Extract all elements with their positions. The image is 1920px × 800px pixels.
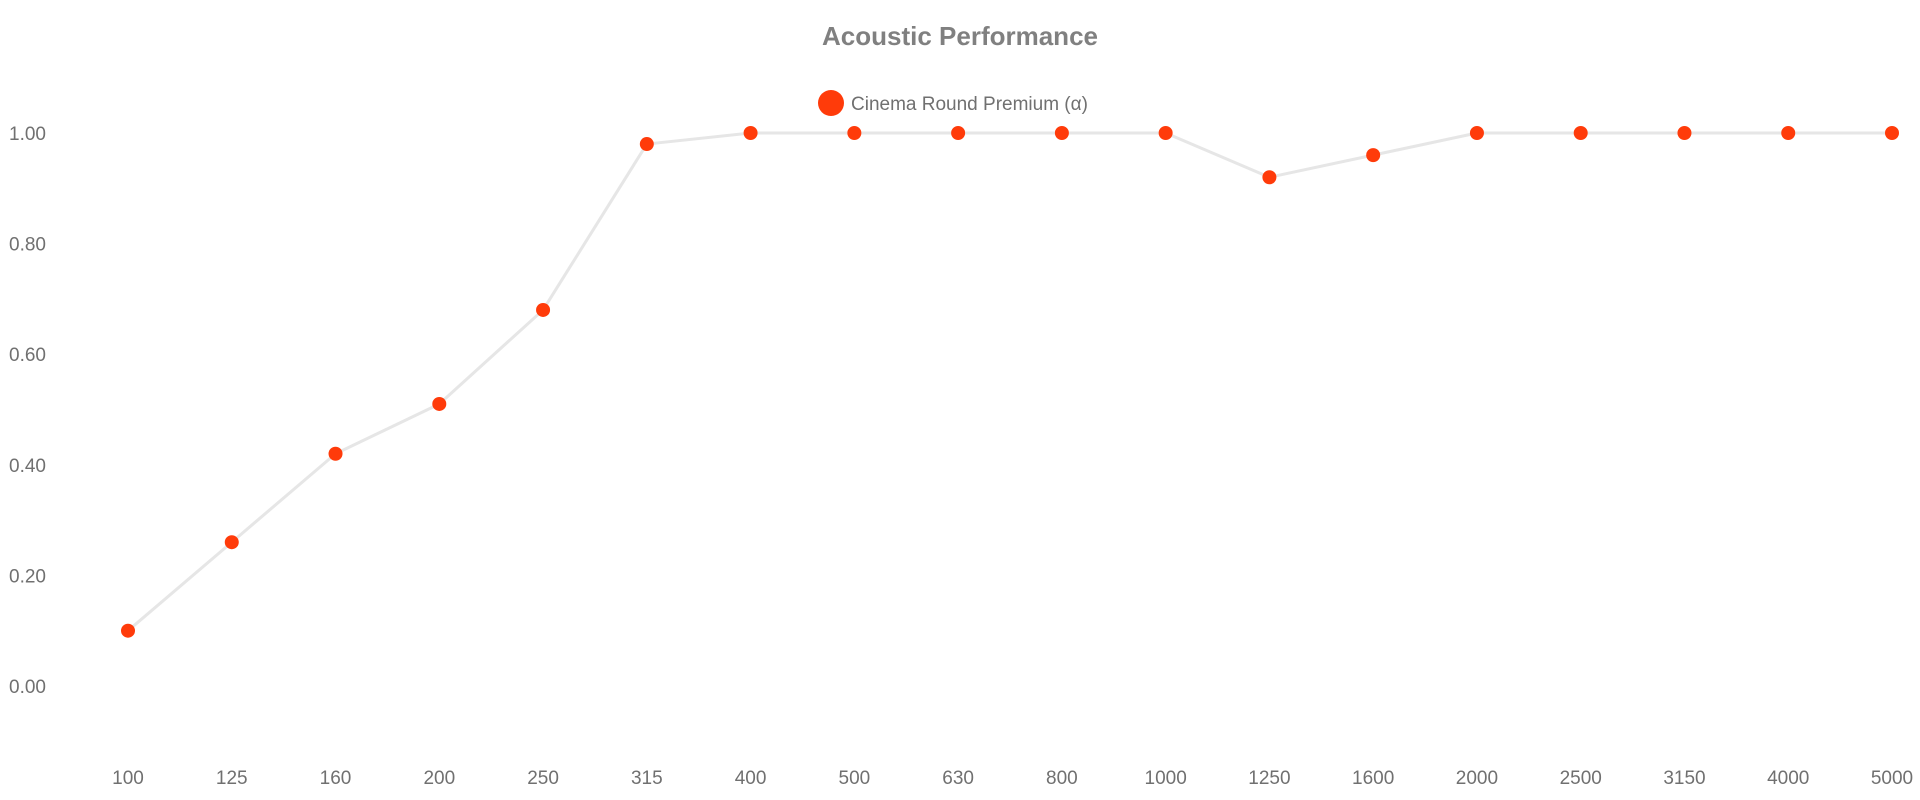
data-point[interactable]: [121, 623, 135, 638]
data-point[interactable]: [639, 137, 654, 152]
data-point[interactable]: [951, 126, 966, 140]
data-point[interactable]: [1885, 126, 1899, 140]
x-tick-label: 400: [735, 768, 767, 789]
chart-title: Acoustic Performance: [822, 21, 1098, 51]
data-point[interactable]: [1366, 148, 1381, 163]
data-point[interactable]: [1262, 170, 1277, 185]
x-tick-label: 1000: [1145, 768, 1187, 789]
data-point[interactable]: [432, 396, 447, 411]
x-tick-label: 160: [320, 768, 352, 789]
legend-marker: [818, 90, 844, 116]
data-point[interactable]: [536, 302, 551, 317]
x-tick-label: 2500: [1560, 768, 1602, 789]
x-tick-label: 4000: [1767, 768, 1809, 789]
x-tick-label: 2000: [1456, 768, 1498, 789]
x-tick-label: 1600: [1352, 768, 1394, 789]
x-tick-label: 3150: [1663, 768, 1705, 789]
y-axis: 0.00 0.20 0.40 0.60 0.80 1.00: [9, 124, 46, 698]
x-tick-label: 125: [216, 768, 248, 789]
y-tick-label: 0.00: [9, 677, 46, 698]
series-cinema-round-premium: [121, 126, 1899, 638]
data-point[interactable]: [1781, 126, 1796, 140]
x-tick-label: 100: [112, 768, 144, 789]
y-tick-label: 0.20: [9, 566, 46, 587]
data-point[interactable]: [1469, 126, 1484, 140]
x-tick-label: 250: [527, 768, 559, 789]
data-point[interactable]: [224, 535, 239, 550]
x-tick-label: 1250: [1248, 768, 1290, 789]
x-tick-label: 5000: [1871, 768, 1913, 789]
y-tick-label: 0.80: [9, 235, 46, 256]
x-tick-label: 200: [423, 768, 455, 789]
x-tick-label: 500: [839, 768, 871, 789]
x-tick-label: 630: [942, 768, 974, 789]
x-tick-label: 800: [1046, 768, 1078, 789]
legend[interactable]: Cinema Round Premium (α): [818, 90, 1088, 116]
x-axis: 100 125 160 200 250 315 400 500 630 800 1000 1250 16…: [112, 768, 1913, 789]
data-point[interactable]: [743, 126, 758, 140]
data-point[interactable]: [847, 126, 862, 140]
legend-label: Cinema Round Premium (α): [851, 94, 1088, 115]
data-point[interactable]: [1158, 126, 1173, 140]
data-point[interactable]: [1677, 126, 1692, 140]
data-point[interactable]: [1573, 126, 1588, 140]
data-point[interactable]: [1054, 126, 1069, 140]
data-point[interactable]: [328, 446, 343, 461]
y-tick-label: 0.40: [9, 456, 46, 477]
y-tick-label: 0.60: [9, 345, 46, 366]
y-tick-label: 1.00: [9, 124, 46, 145]
x-tick-label: 315: [631, 768, 663, 789]
series-line: [127, 131, 1892, 632]
